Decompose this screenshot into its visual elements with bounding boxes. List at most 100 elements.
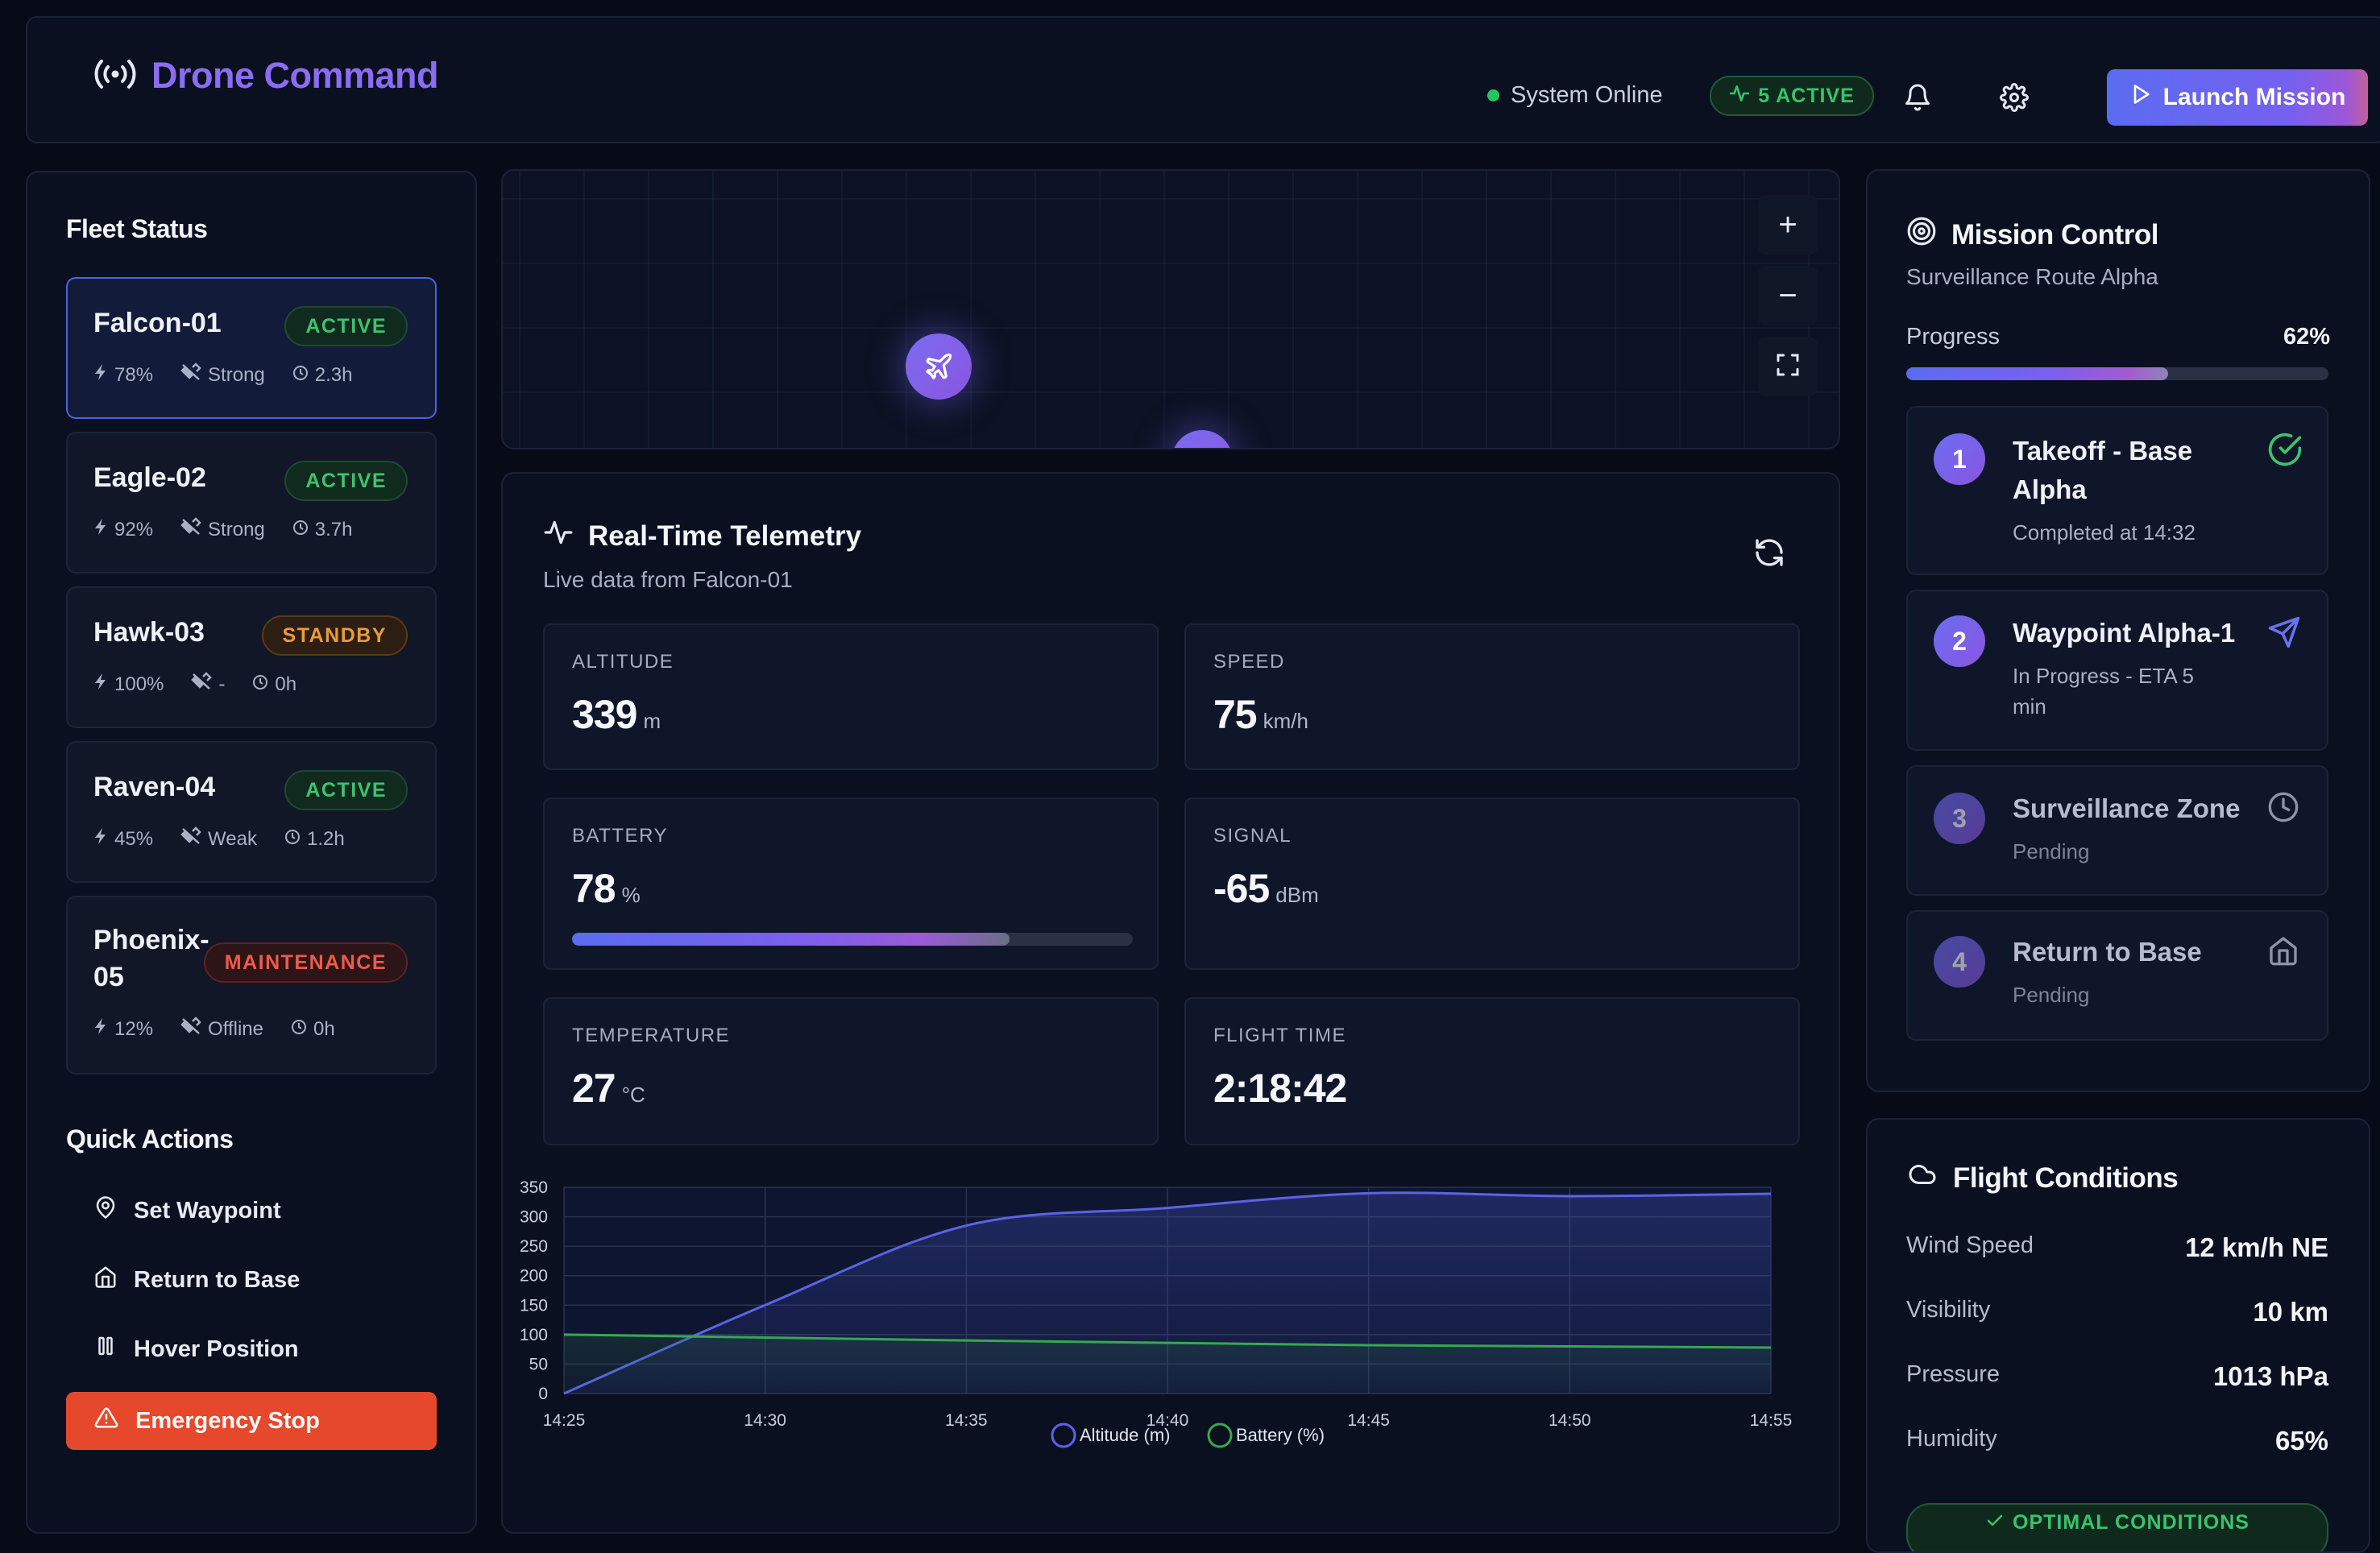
metric-flight-time: FLIGHT TIME 2:18:42: [1184, 997, 1800, 1145]
mission-progress-fill: [1906, 367, 2168, 380]
telemetry-chart: 0 50 100 150 200 250 300 350 14:25 14:30 14:35 14:4…: [520, 1178, 1792, 1448]
drone-card-hawk-03[interactable]: Hawk-03 STANDBY 100% - 0h: [66, 586, 437, 728]
check-icon: [1985, 1511, 2005, 1551]
chart-y-tick-label: 100: [520, 1326, 548, 1344]
optimal-conditions-badge: OPTIMAL CONDITIONS: [1906, 1503, 2328, 1551]
chart-legend-marker: [1207, 1423, 1233, 1448]
app-title: Drone Command: [151, 55, 439, 96]
home-icon: [93, 1265, 118, 1295]
hover-position-button[interactable]: Hover Position: [93, 1334, 299, 1365]
emergency-stop-label: Emergency Stop: [135, 1407, 320, 1434]
emergency-stop-button[interactable]: Emergency Stop: [66, 1392, 437, 1450]
battery-progress-bar: [572, 933, 1133, 946]
drone-card-falcon-01[interactable]: Falcon-01 ACTIVE 78% Strong 2.3h: [66, 277, 437, 419]
drone-card-phoenix-05[interactable]: Phoenix-05 MAINTENANCE 12% Offline 0h: [66, 896, 437, 1075]
step-subtitle: In Progress - ETA 5 min: [2013, 664, 2194, 719]
telemetry-panel: Real-Time Telemetry Live data from Falco…: [501, 472, 1840, 1534]
satellite-icon: [180, 826, 201, 851]
progress-value: 62%: [2283, 324, 2330, 350]
condition-value: 65%: [2274, 1426, 2328, 1456]
mission-progress-bar: [1906, 367, 2328, 380]
condition-row-pressure: Pressure 1013 hPa: [1906, 1361, 2328, 1392]
active-count-text: 5 ACTIVE: [1758, 84, 1855, 107]
chart-y-tick-label: 0: [538, 1385, 548, 1403]
clock-icon: [291, 1018, 307, 1041]
step-number: 4: [1934, 936, 1985, 988]
chart-y-tick-label: 50: [529, 1355, 548, 1373]
map-view[interactable]: + −: [501, 169, 1840, 449]
chart-series-area: [564, 1334, 1771, 1394]
map-pin-icon: [93, 1195, 118, 1226]
clock-icon: [292, 364, 309, 387]
notifications-bell-icon[interactable]: [1898, 78, 1937, 117]
mission-step-1[interactable]: 1 Takeoff - Base Alpha Completed at 14:3…: [1906, 406, 2328, 575]
metric-altitude: ALTITUDE 339 m: [543, 623, 1159, 770]
drone-status-badge: MAINTENANCE: [203, 942, 408, 983]
zoom-in-button[interactable]: +: [1758, 195, 1818, 255]
set-waypoint-button[interactable]: Set Waypoint: [93, 1195, 281, 1226]
conditions-header: Flight Conditions: [1906, 1160, 2179, 1196]
drone-marker-plane-icon[interactable]: [906, 333, 972, 400]
metric-temperature: TEMPERATURE 27 °C: [543, 997, 1159, 1145]
mission-route: Surveillance Route Alpha: [1906, 264, 2158, 289]
mission-step-3[interactable]: 3 Surveillance Zone Pending: [1906, 765, 2328, 896]
satellite-icon: [191, 672, 213, 697]
drone-battery: 100%: [114, 673, 164, 695]
mission-step-4[interactable]: 4 Return to Base Pending: [1906, 910, 2328, 1041]
clock-icon: [252, 673, 268, 696]
chart-series-line: [563, 1333, 1772, 1349]
drone-signal: Strong: [208, 363, 265, 386]
mission-step-2[interactable]: 2 Waypoint Alpha-1 In Progress - ETA 5 m…: [1906, 590, 2328, 751]
chart-legend-label: Battery (%): [1236, 1425, 1325, 1445]
drone-stats: 45% Weak 1.2h: [93, 826, 345, 851]
warning-triangle-icon: [93, 1406, 119, 1436]
metric-label: BATTERY: [572, 825, 668, 847]
system-status-text: System Online: [1511, 82, 1663, 108]
cloud-icon: [1906, 1160, 1938, 1196]
drone-stats: 92% Strong 3.7h: [93, 517, 352, 542]
chart-legend-marker: [1051, 1423, 1076, 1448]
telemetry-header: Real-Time Telemetry: [543, 517, 861, 555]
check-circle-icon: [2267, 432, 2303, 467]
drone-battery: 12%: [114, 1017, 154, 1040]
metric-battery: BATTERY 78%: [543, 797, 1159, 970]
drone-flight-time: 2.3h: [314, 363, 353, 386]
fleet-status-title: Fleet Status: [66, 214, 208, 243]
condition-row-visibility: Visibility 10 km: [1906, 1297, 2328, 1327]
drone-name: Hawk-03: [93, 617, 205, 648]
conditions-title: Flight Conditions: [1953, 1162, 2179, 1194]
metric-value: 27 °C: [572, 1066, 645, 1111]
launch-mission-button[interactable]: Launch Mission: [2107, 69, 2368, 126]
chart-x-tick-label: 14:50: [1549, 1411, 1591, 1430]
drone-signal: Weak: [208, 827, 257, 850]
drone-stats: 100% - 0h: [93, 672, 296, 697]
drone-status-badge: STANDBY: [261, 615, 408, 656]
quick-actions-title: Quick Actions: [66, 1124, 234, 1153]
condition-row-wind: Wind Speed 12 km/h NE: [1906, 1232, 2328, 1263]
drone-marker-secondary[interactable]: [1171, 430, 1233, 448]
chart-series-line: [563, 1191, 1772, 1395]
return-to-base-button[interactable]: Return to Base: [93, 1265, 300, 1295]
metric-label: SIGNAL: [1213, 825, 1292, 847]
settings-gear-icon[interactable]: [1995, 78, 2034, 117]
condition-value: 12 km/h NE: [2185, 1232, 2328, 1262]
fullscreen-button[interactable]: [1758, 337, 1818, 396]
system-status: System Online: [1487, 82, 1663, 109]
zoom-out-button[interactable]: −: [1758, 266, 1818, 325]
drone-name: Falcon-01: [93, 308, 222, 338]
drone-battery: 78%: [114, 363, 154, 386]
metric-label: TEMPERATURE: [572, 1025, 731, 1046]
metric-value: 339 m: [572, 692, 661, 737]
drone-flight-time: 3.7h: [314, 518, 353, 540]
chart-x-tick-label: 14:40: [1146, 1411, 1189, 1430]
chart-x-tick-label: 14:30: [744, 1411, 786, 1430]
drone-card-raven-04[interactable]: Raven-04 ACTIVE 45% Weak 1.2h: [66, 741, 437, 883]
drone-stats: 12% Offline 0h: [93, 1017, 335, 1042]
condition-value: 10 km: [2253, 1297, 2328, 1327]
drone-card-eagle-02[interactable]: Eagle-02 ACTIVE 92% Strong 3.7h: [66, 432, 437, 574]
return-to-base-label: Return to Base: [134, 1266, 301, 1293]
refresh-icon[interactable]: [1753, 536, 1785, 573]
optimal-conditions-text: OPTIMAL CONDITIONS: [2013, 1511, 2249, 1534]
fleet-status-panel: Fleet Status Falcon-01 ACTIVE 78% Strong…: [26, 171, 477, 1534]
set-waypoint-label: Set Waypoint: [134, 1197, 281, 1224]
